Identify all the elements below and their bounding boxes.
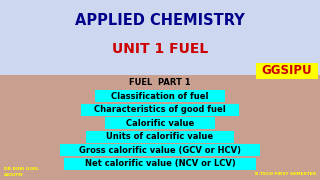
Bar — [0, 0, 320, 75]
Text: DR RUBI GOEL
ADGITM: DR RUBI GOEL ADGITM — [4, 167, 39, 177]
Text: Calorific value: Calorific value — [126, 119, 194, 128]
Text: Units of calorific value: Units of calorific value — [107, 132, 213, 141]
Bar — [64, 158, 256, 170]
Bar — [105, 117, 215, 129]
Bar — [95, 90, 225, 102]
Text: APPLIED CHEMISTRY: APPLIED CHEMISTRY — [75, 14, 245, 28]
Text: Net calorific value (NCV or LCV): Net calorific value (NCV or LCV) — [84, 159, 236, 168]
Text: Gross calorific value (GCV or HCV): Gross calorific value (GCV or HCV) — [79, 146, 241, 155]
Text: FUEL  PART 1: FUEL PART 1 — [129, 78, 191, 87]
Bar — [86, 131, 234, 143]
Text: GGSIPU: GGSIPU — [262, 64, 312, 77]
Text: B.TECH FIRST SEMESTER: B.TECH FIRST SEMESTER — [255, 172, 316, 176]
Text: UNIT 1 FUEL: UNIT 1 FUEL — [112, 42, 208, 56]
Bar — [256, 63, 318, 79]
Bar — [81, 104, 239, 116]
Text: Characteristics of good fuel: Characteristics of good fuel — [94, 105, 226, 114]
Text: Classification of fuel: Classification of fuel — [111, 92, 209, 101]
Bar — [60, 144, 260, 156]
